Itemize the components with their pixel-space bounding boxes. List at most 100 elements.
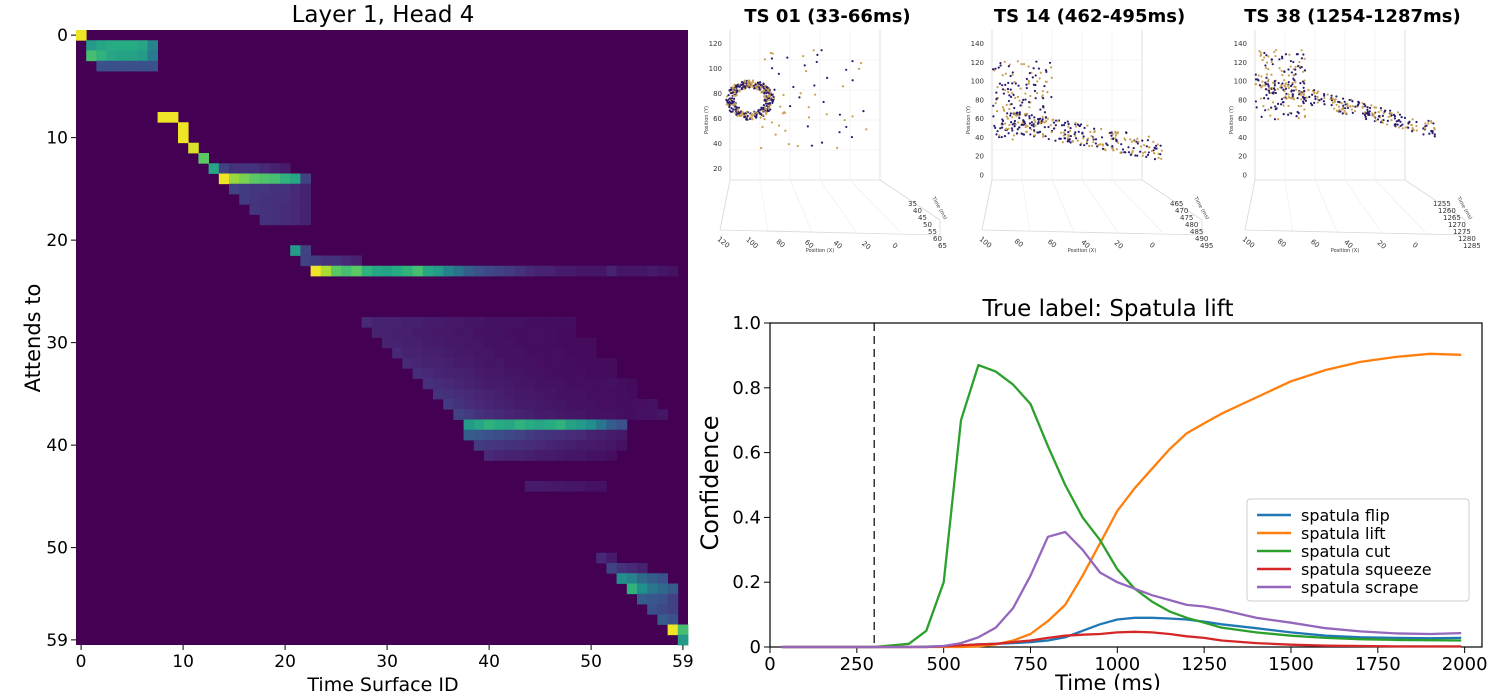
ts-point (1341, 112, 1344, 115)
ts-vertical-tick: 100 (1234, 78, 1247, 86)
ts-y-axis-label: Position (Y) (966, 106, 972, 134)
heatmap-cell (596, 388, 607, 400)
heatmap-cell (443, 327, 454, 338)
ts-point (1303, 90, 1306, 93)
ts-point (734, 102, 737, 106)
ts-point (1022, 98, 1025, 101)
heatmap-cell (575, 388, 587, 400)
ts-point (1287, 96, 1291, 99)
ts-point (1265, 73, 1269, 76)
heatmap-cell (473, 317, 485, 328)
ts-point (733, 91, 736, 94)
ts-point (1376, 118, 1380, 121)
heatmap-cell (524, 440, 536, 451)
heatmap-cell (616, 573, 628, 584)
ts-point (769, 51, 773, 55)
ts-point (1131, 151, 1134, 154)
heatmap-cell (76, 30, 87, 41)
heatmap-cell (565, 378, 577, 390)
heatmap-cell (555, 419, 566, 431)
ts-grid-line (1081, 179, 1119, 233)
heatmap-cell (300, 255, 311, 267)
heatmap-cell (545, 368, 556, 379)
heatmap-cell (433, 337, 444, 349)
ts-point (1295, 53, 1298, 56)
ts-point (1034, 120, 1037, 124)
ts-point (1013, 125, 1016, 128)
ts-point (760, 106, 763, 109)
heatmap-cell (453, 378, 464, 390)
ts-point (1351, 105, 1354, 108)
ts-point (1001, 119, 1005, 123)
ts-point (727, 94, 730, 97)
heatmap-cell (606, 409, 617, 420)
heatmap-cell (647, 593, 658, 605)
heatmap-cell (596, 552, 607, 564)
heatmap-cell (249, 194, 260, 205)
ts-point (1007, 127, 1010, 130)
line-chart-axes: 0 250 500 750 1000 1250 1500 1750 2000 0 0.2 0.4 0.6… (732, 313, 1487, 675)
ts-point (765, 112, 768, 115)
ts-point (1354, 105, 1357, 108)
ts-time-tick: 1270 (1448, 221, 1466, 229)
ts-point (1131, 149, 1134, 153)
heatmap-cell (280, 183, 291, 195)
heatmap-cell (524, 337, 536, 349)
ts-point (1018, 126, 1021, 129)
ts-point (1016, 128, 1019, 131)
ts-point (1303, 79, 1306, 82)
ts-point (1399, 120, 1402, 123)
ts-wall (1404, 179, 1466, 221)
ts-point (1433, 135, 1436, 138)
ts-point (1288, 53, 1291, 56)
heatmap-cell (565, 265, 577, 277)
ts-point (1100, 136, 1104, 139)
ts-point (1411, 126, 1414, 130)
ts-point (1260, 115, 1263, 118)
ts-floor (981, 179, 1203, 236)
ts-point (748, 86, 751, 89)
heatmap-cell (473, 347, 485, 359)
ts-point (771, 52, 774, 55)
ts-point (1033, 129, 1036, 132)
heatmap-cell (586, 368, 597, 379)
heatmap-cell (443, 317, 454, 328)
ts-point (1009, 112, 1012, 115)
heatmap-y-tick-label: 0 (57, 26, 68, 46)
heatmap-cell (361, 317, 373, 328)
ts-point (763, 94, 767, 97)
heatmap-cell (433, 265, 444, 277)
heatmap-cell (514, 440, 526, 451)
heatmap-cell (555, 378, 566, 390)
heatmap-cell (545, 347, 556, 359)
heatmap-cell (626, 399, 638, 410)
heatmap-cell (86, 40, 97, 51)
ts-grid-line (789, 179, 813, 233)
heatmap-y-ticks: 0 10 20 30 40 50 59 (46, 26, 76, 651)
ts-point (1034, 124, 1037, 127)
heatmap-cell (422, 337, 434, 349)
heatmap-cell (494, 337, 505, 349)
heatmap-cell (565, 327, 577, 338)
ts-point (765, 97, 768, 100)
ts-x-tick: 20 (1113, 239, 1125, 251)
heatmap-cell (606, 450, 617, 461)
heatmap-cell (371, 327, 383, 338)
ts-point (1011, 129, 1014, 132)
heatmap-cell (514, 327, 526, 338)
heatmap-cell (596, 358, 607, 369)
ts-point (745, 82, 748, 85)
heatmap-cell (504, 317, 515, 328)
heatmap-cell (351, 265, 362, 277)
ts-point (1003, 135, 1007, 138)
ts-point (1337, 105, 1341, 108)
ts-panel-01: TS 01 (33-66ms) 120 100 80 60 40 20 120 100 80 60… (700, 0, 955, 280)
ts-point (1018, 111, 1021, 114)
ts-point (1335, 103, 1338, 107)
heatmap-cell (351, 255, 362, 267)
heatmap-cell (626, 378, 638, 390)
heatmap-cell (443, 358, 454, 369)
heatmap-cell (127, 50, 138, 62)
ts-point (1043, 84, 1046, 88)
heatmap-cell (494, 399, 505, 410)
